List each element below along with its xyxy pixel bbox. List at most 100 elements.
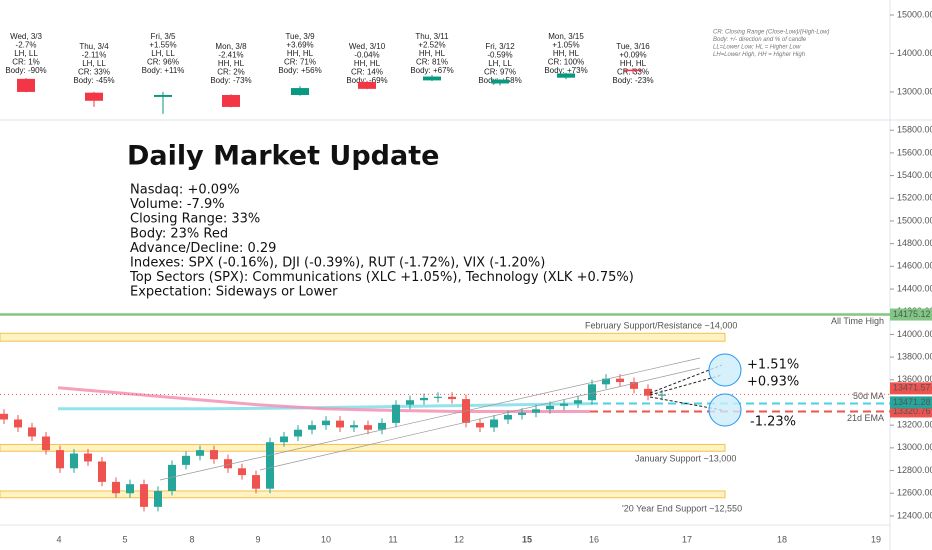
x-tick-label: 8 (189, 534, 194, 544)
candle-body (406, 400, 414, 405)
day-stat: CR: 1% (12, 58, 40, 67)
candle-body (588, 384, 596, 401)
y-tick-label: 15400.00 (897, 170, 932, 180)
candle-body (378, 422, 386, 430)
day-stat: -2.41% (218, 51, 243, 60)
candle-body (168, 464, 176, 491)
x-tick-label: 4 (56, 534, 61, 544)
candle-body (280, 436, 288, 443)
y-tick-label: 14000.00 (897, 329, 932, 339)
day-stat: -2.7% (16, 41, 37, 50)
candle-body (126, 484, 134, 494)
day-stat: LH, LL (82, 59, 106, 68)
y-tick-label: 12600.00 (897, 488, 932, 498)
candle-body (616, 378, 624, 383)
projection-circle (708, 353, 742, 387)
day-stat: Body: +11% (142, 66, 185, 75)
candle-body (336, 420, 344, 428)
legend-text: LL=Lower Low; HL = Higher Low (713, 45, 801, 51)
candle-body (224, 459, 232, 469)
day-stat: Body: -90% (5, 66, 46, 75)
note-line: Body: 23% Red (130, 226, 228, 241)
candle-body (222, 95, 240, 107)
y-tick-label: 14600.00 (897, 261, 932, 271)
price-box (890, 396, 932, 409)
candle-body (658, 394, 666, 396)
ath-name: All Time High (831, 316, 884, 326)
support-zone (0, 443, 726, 452)
day-stat: Thu, 3/11 (415, 32, 449, 41)
zone-label: January Support ~13,000 (635, 453, 736, 463)
candle-body (602, 378, 610, 385)
day-stat: HH, HL (553, 49, 580, 58)
y-tick-label: 12400.00 (897, 510, 932, 520)
candle-body (504, 414, 512, 420)
x-tick-label: 11 (388, 534, 397, 544)
day-stat: LH, LL (488, 59, 512, 68)
y-tick-label: 15000.00 (897, 215, 932, 225)
day-stat: CR: 96% (147, 58, 179, 67)
x-tick-label: 18 (777, 534, 787, 544)
candle-body (42, 436, 50, 451)
candle-body (196, 450, 204, 456)
day-stat: +0.09% (619, 51, 646, 60)
day-stat: Body: +67% (410, 66, 453, 75)
day-stat: HH, HL (620, 59, 647, 68)
day-stat: Wed, 3/3 (10, 32, 42, 41)
day-stat: -0.04% (354, 51, 379, 60)
projection-label: +1.51% (747, 358, 799, 373)
note-line: Expectation: Sideways or Lower (130, 285, 338, 300)
day-stat: CR: 71% (284, 58, 316, 67)
ma-label: 13320.76 (893, 406, 931, 416)
legend-text: Body: +/- direction and % of candle (713, 37, 807, 43)
support-zone (0, 490, 726, 499)
title: Daily Market Update (127, 141, 439, 172)
day-stat: +2.52% (418, 41, 445, 50)
candle-body (358, 81, 376, 89)
candle-body (84, 453, 92, 462)
day-stat: Fri, 3/12 (485, 42, 515, 51)
candle-body (294, 429, 302, 437)
candle-body (98, 461, 106, 482)
y-tick-label: 13800.00 (897, 351, 932, 361)
candle-body (70, 453, 78, 469)
day-stat: Body: +56% (278, 66, 321, 75)
candle-body (28, 427, 36, 437)
support-zone (0, 332, 726, 342)
y-tick-label: 13200.00 (897, 420, 932, 430)
candle-body (557, 73, 575, 78)
day-stat: Body: -69% (346, 76, 387, 85)
day-stat: +1.05% (552, 41, 579, 50)
projection-line (649, 374, 723, 396)
note-line: Nasdaq: +0.09% (130, 183, 240, 198)
candle-body (630, 382, 638, 389)
day-stat: Body: +73% (544, 66, 587, 75)
candle-body (85, 92, 103, 101)
zone-label: February Support/Resistance ~14,000 (585, 320, 737, 330)
ath-label: 14175.12 (893, 309, 931, 319)
y-tick-label: 14800.00 (897, 238, 932, 248)
x-tick-label: 10 (321, 534, 331, 544)
x-tick-label: 19 (871, 534, 881, 544)
day-stat: LH, LL (14, 49, 38, 58)
note-line: Indexes: SPX (-0.16%), DJI (-0.39%), RUT… (130, 256, 545, 271)
day-stat: HH, HL (218, 59, 245, 68)
candle-body (322, 420, 330, 426)
candle-body (0, 413, 8, 420)
day-stat: Mon, 3/8 (215, 42, 247, 51)
projection-circle (708, 393, 742, 427)
day-stat: Body: -23% (612, 76, 653, 85)
legend-text: CR: Closing Range (Close-Low)/(High-Low) (713, 30, 829, 36)
y-tick-label: 15000.00 (897, 9, 932, 19)
day-stat: HH, HL (354, 59, 381, 68)
day-stat: HH, HL (419, 49, 446, 58)
candle-body (252, 475, 260, 489)
day-stat: CR: 97% (484, 68, 516, 77)
candle-body (574, 400, 582, 404)
candle-body (364, 425, 372, 430)
candle-body (154, 490, 162, 507)
y-tick-label: 15800.00 (897, 125, 932, 135)
candle-body (491, 79, 509, 84)
candle-body (140, 484, 148, 507)
y-tick-label: 13600.00 (897, 374, 932, 384)
